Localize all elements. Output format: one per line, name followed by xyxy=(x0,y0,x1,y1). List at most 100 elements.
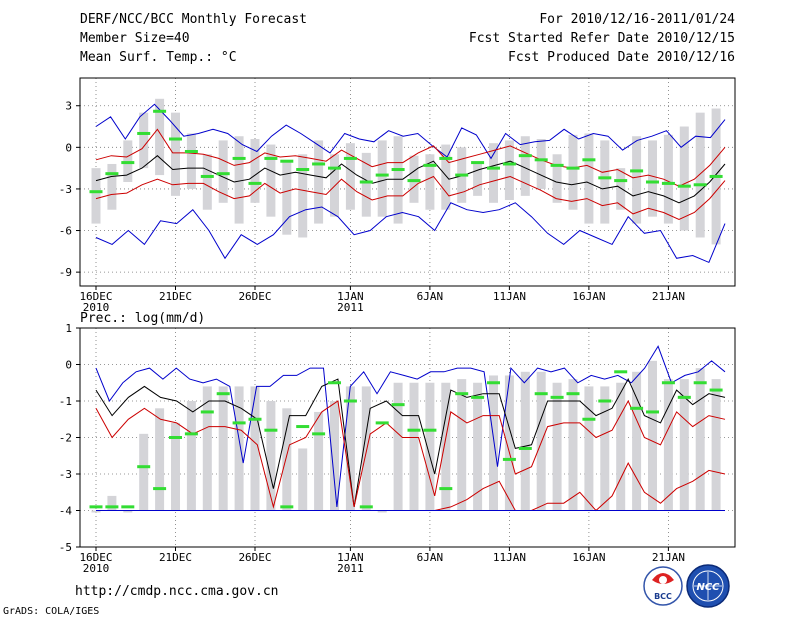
forecast-period: For 2010/12/16-2011/01/24 xyxy=(539,12,735,27)
median-mark xyxy=(677,184,691,188)
median-mark xyxy=(359,180,373,184)
spread-box xyxy=(298,448,308,511)
spread-box xyxy=(171,112,180,196)
median-mark xyxy=(630,406,644,410)
spread-box xyxy=(711,379,721,511)
y-tick-label: -5 xyxy=(59,541,72,554)
spread-box xyxy=(266,144,276,217)
year-label: 2011 xyxy=(337,562,364,575)
spread-box xyxy=(425,154,435,210)
spread-box xyxy=(330,401,339,511)
x-tick-label: 16JAN xyxy=(572,290,605,303)
y-tick-label: 1 xyxy=(65,322,72,335)
spread-box xyxy=(520,136,530,196)
year-label: 2010 xyxy=(83,301,110,314)
median-mark xyxy=(661,381,675,385)
x-tick-label: 1JAN xyxy=(337,551,364,564)
spread-box xyxy=(314,411,324,511)
grads-credit: GrADS: COLA/IGES xyxy=(3,606,99,617)
median-mark xyxy=(693,381,707,385)
median-mark xyxy=(534,392,548,396)
series-lower xyxy=(95,175,726,220)
spread-box xyxy=(107,163,117,210)
median-mark xyxy=(296,168,310,172)
spread-box xyxy=(218,386,228,511)
median-mark xyxy=(121,161,135,165)
median-mark xyxy=(646,410,659,414)
median-mark xyxy=(614,370,628,374)
median-mark xyxy=(518,446,532,450)
spread-box xyxy=(202,386,212,511)
median-mark xyxy=(89,505,103,509)
y-tick-label: 3 xyxy=(65,100,72,113)
median-mark xyxy=(184,432,198,436)
median-mark xyxy=(137,131,151,135)
median-mark xyxy=(343,399,357,403)
precipitation-panel: 1 0 -1 -2 -3 -4 -5 16DEC 21DEC 26DEC 1JAN 6JAN 11JAN… xyxy=(59,322,736,575)
spread-box xyxy=(139,112,149,169)
spread-box xyxy=(186,401,196,511)
median-mark xyxy=(216,172,230,176)
spread-box xyxy=(695,368,705,511)
x-tick-label: 21JAN xyxy=(652,551,685,564)
median-mark xyxy=(248,417,262,421)
x-tick-label: 16DEC xyxy=(79,551,112,564)
spread-box xyxy=(282,408,292,511)
spread-box xyxy=(663,134,673,224)
y-tick-label: -3 xyxy=(59,183,72,196)
source-url[interactable]: http://cmdp.ncc.cma.gov.cn xyxy=(75,584,279,599)
x-tick-label: 21DEC xyxy=(159,290,192,303)
median-mark xyxy=(455,392,469,396)
x-tick-label: 16JAN xyxy=(572,551,605,564)
spread-box xyxy=(123,510,133,513)
series-mean xyxy=(95,377,726,507)
spread-box xyxy=(314,140,324,224)
median-mark xyxy=(423,163,437,167)
median-mark xyxy=(280,159,294,163)
spread-box xyxy=(171,422,180,511)
median-mark xyxy=(264,428,278,432)
spread-box xyxy=(425,382,435,511)
spread-box xyxy=(91,168,101,224)
median-mark xyxy=(105,172,119,176)
spread-box xyxy=(552,382,562,511)
spread-box xyxy=(679,126,689,231)
spread-box xyxy=(441,382,451,511)
spread-box xyxy=(489,375,498,511)
spread-box xyxy=(409,382,419,511)
median-mark xyxy=(518,154,532,158)
median-mark xyxy=(455,173,469,177)
median-mark xyxy=(630,169,644,173)
median-mark xyxy=(153,109,167,113)
y-tick-label: -2 xyxy=(59,432,72,445)
spread-box xyxy=(107,495,117,511)
spread-box xyxy=(600,386,610,511)
spread-box xyxy=(584,386,594,511)
spread-box xyxy=(600,140,610,224)
median-mark xyxy=(312,162,326,166)
spread-box xyxy=(457,379,467,511)
spread-box xyxy=(218,140,228,203)
x-tick-label: 26DEC xyxy=(238,551,271,564)
series-upper xyxy=(95,399,726,509)
median-mark xyxy=(646,180,659,184)
series-max xyxy=(95,103,726,160)
year-label: 2010 xyxy=(83,562,110,575)
spread-box xyxy=(345,386,355,511)
median-mark xyxy=(487,381,500,385)
spread-box xyxy=(663,379,673,511)
median-mark xyxy=(375,173,389,177)
median-mark xyxy=(614,179,628,183)
chart-title: DERF/NCC/BCC Monthly Forecast xyxy=(80,12,307,27)
spread-box xyxy=(695,112,705,238)
spread-box xyxy=(155,98,165,176)
median-mark xyxy=(566,166,580,170)
median-mark xyxy=(391,403,405,407)
median-mark xyxy=(566,392,580,396)
median-mark xyxy=(248,181,262,185)
median-mark xyxy=(296,425,310,429)
year-label: 2011 xyxy=(337,301,364,314)
plot-frame xyxy=(79,77,736,287)
member-size: Member Size=40 xyxy=(80,31,190,46)
